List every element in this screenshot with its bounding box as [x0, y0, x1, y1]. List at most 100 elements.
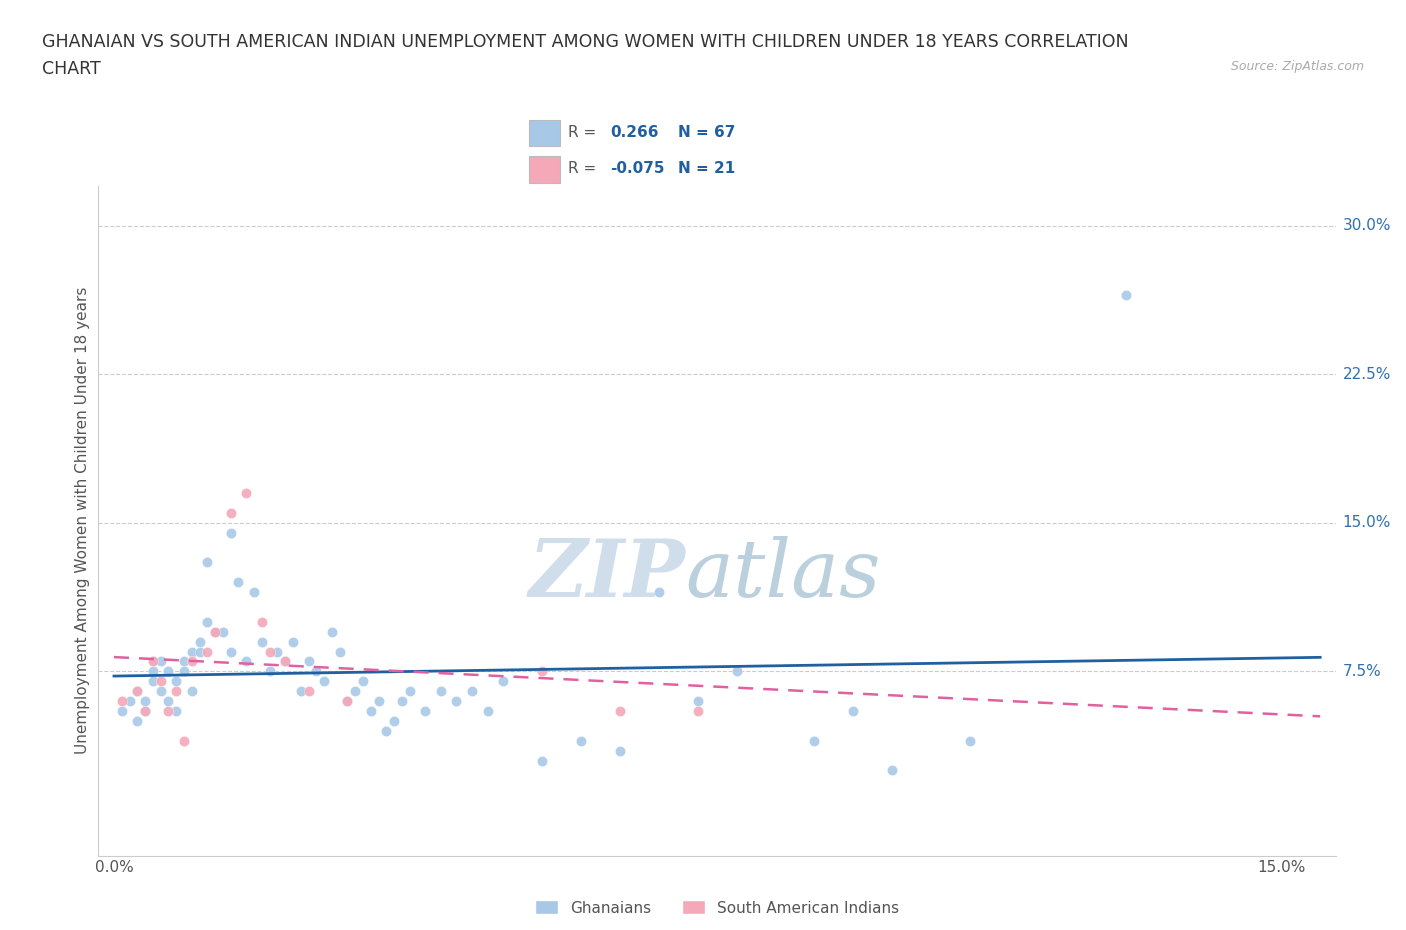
- Point: [281, 634, 304, 649]
- Point: [266, 644, 288, 659]
- Point: [336, 694, 359, 709]
- Point: [165, 703, 187, 718]
- Point: [180, 684, 202, 698]
- Point: [382, 713, 405, 728]
- Point: [297, 654, 319, 669]
- Point: [142, 654, 165, 669]
- Text: GHANAIAN VS SOUTH AMERICAN INDIAN UNEMPLOYMENT AMONG WOMEN WITH CHILDREN UNDER 1: GHANAIAN VS SOUTH AMERICAN INDIAN UNEMPL…: [42, 33, 1129, 50]
- Point: [314, 674, 336, 689]
- Point: [111, 703, 134, 718]
- Point: [530, 664, 553, 679]
- Point: [842, 703, 865, 718]
- Point: [413, 703, 436, 718]
- Text: N = 21: N = 21: [678, 161, 735, 176]
- Point: [492, 674, 515, 689]
- Point: [360, 703, 382, 718]
- Point: [477, 703, 499, 718]
- Point: [204, 624, 226, 639]
- Point: [188, 634, 211, 649]
- Point: [803, 733, 825, 748]
- Point: [305, 664, 328, 679]
- Point: [259, 644, 281, 659]
- Point: [569, 733, 592, 748]
- Point: [686, 703, 709, 718]
- Point: [250, 615, 273, 630]
- Point: [149, 654, 172, 669]
- Text: 22.5%: 22.5%: [1343, 366, 1391, 381]
- Point: [204, 624, 226, 639]
- Text: -0.075: -0.075: [610, 161, 665, 176]
- Point: [134, 703, 156, 718]
- Point: [235, 654, 257, 669]
- Point: [344, 684, 367, 698]
- Point: [430, 684, 453, 698]
- Point: [157, 694, 180, 709]
- Point: [134, 694, 156, 709]
- Point: [367, 694, 389, 709]
- Point: [398, 684, 420, 698]
- Point: [149, 684, 172, 698]
- Point: [329, 644, 352, 659]
- Point: [297, 684, 319, 698]
- Point: [142, 654, 165, 669]
- Point: [219, 505, 242, 520]
- Point: [274, 654, 297, 669]
- Point: [173, 733, 195, 748]
- FancyBboxPatch shape: [529, 156, 560, 182]
- Text: R =: R =: [568, 161, 602, 176]
- Point: [195, 615, 218, 630]
- Point: [1115, 287, 1137, 302]
- Point: [165, 684, 187, 698]
- Point: [142, 664, 165, 679]
- Point: [461, 684, 484, 698]
- Point: [212, 624, 235, 639]
- Point: [336, 694, 359, 709]
- Point: [219, 644, 242, 659]
- Point: [149, 674, 172, 689]
- Point: [530, 753, 553, 768]
- Point: [127, 713, 149, 728]
- Point: [127, 684, 149, 698]
- Point: [959, 733, 981, 748]
- Y-axis label: Unemployment Among Women with Children Under 18 years: Unemployment Among Women with Children U…: [75, 287, 90, 754]
- Point: [321, 624, 343, 639]
- Point: [180, 644, 202, 659]
- Point: [219, 525, 242, 540]
- Point: [290, 684, 312, 698]
- Point: [446, 694, 468, 709]
- Point: [142, 674, 165, 689]
- Point: [609, 743, 631, 758]
- Point: [882, 763, 904, 777]
- Point: [195, 555, 218, 570]
- Point: [180, 654, 202, 669]
- Point: [250, 634, 273, 649]
- Point: [243, 585, 266, 600]
- Point: [127, 684, 149, 698]
- Point: [165, 674, 187, 689]
- Point: [391, 694, 413, 709]
- Point: [195, 644, 218, 659]
- Point: [375, 724, 398, 738]
- Point: [188, 644, 211, 659]
- Text: ZIP: ZIP: [529, 536, 686, 613]
- Text: 7.5%: 7.5%: [1343, 664, 1382, 679]
- Point: [157, 664, 180, 679]
- Text: Source: ZipAtlas.com: Source: ZipAtlas.com: [1230, 60, 1364, 73]
- Point: [173, 654, 195, 669]
- Text: R =: R =: [568, 126, 602, 140]
- Point: [235, 485, 257, 500]
- Point: [725, 664, 748, 679]
- Point: [157, 703, 180, 718]
- Point: [274, 654, 297, 669]
- Point: [111, 694, 134, 709]
- Text: 0.266: 0.266: [610, 126, 658, 140]
- Legend: Ghanaians, South American Indians: Ghanaians, South American Indians: [529, 895, 905, 922]
- Point: [647, 585, 669, 600]
- FancyBboxPatch shape: [529, 120, 560, 146]
- Point: [259, 664, 281, 679]
- Point: [609, 703, 631, 718]
- Point: [134, 703, 156, 718]
- Point: [686, 694, 709, 709]
- Point: [118, 694, 141, 709]
- Text: N = 67: N = 67: [678, 126, 735, 140]
